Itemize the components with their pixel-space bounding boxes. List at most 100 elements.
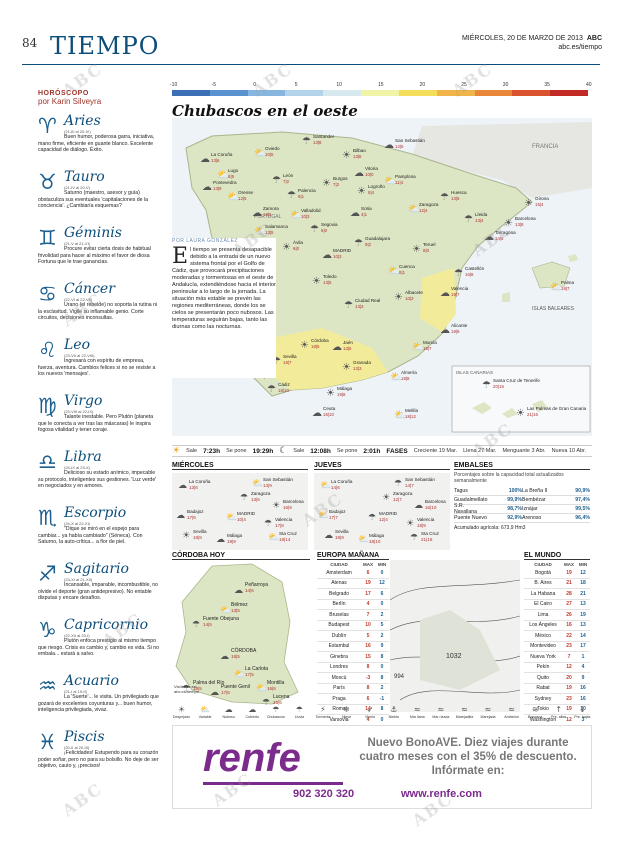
legend-icon: ≈ (437, 705, 445, 714)
sign-text: Talante inestable. Pero Plutón (planeta … (38, 414, 154, 434)
max-temp: 19 (566, 569, 572, 576)
sign-text: Saturno (maestro, asesor y guía) obstacu… (38, 190, 148, 210)
city-temps: 19|7 (451, 292, 460, 297)
legend-item: ≈ Ambición (502, 705, 521, 723)
city-temps: 10|0 (365, 172, 374, 177)
max-temp: 20 (566, 674, 572, 681)
min-temp: 0 (380, 601, 384, 608)
zodiac-icon: ♍ (38, 394, 57, 418)
legend-item: ➶ Viento (361, 705, 380, 723)
min-temp: -1 (379, 695, 385, 702)
min-temp: 12 (379, 580, 385, 587)
sign-text: "Dique se miró en el espejo para cambiar… (38, 526, 143, 546)
weather-icon: ☂ (287, 190, 296, 201)
reservoirs-table: Tagus 100% La Breña II 90,9% Guadalmellato 99… (454, 487, 590, 523)
weather-icon: ⛅ (318, 511, 330, 521)
sunset-time: 19:29h (252, 447, 274, 455)
weather-icon: ☂ (344, 300, 353, 311)
reservoir-percent: 98,7% (507, 506, 522, 512)
cordoba-province (175, 563, 299, 705)
phase-nueva: Nueva 10 Abr. (551, 448, 587, 454)
city-temps: 20|15 (493, 384, 504, 389)
city-temps: 10|5 (265, 152, 274, 157)
max-temp: 28 (566, 590, 572, 597)
city-row: Bogotá 19 12 (524, 568, 590, 579)
city-name: MADRID (237, 511, 256, 516)
weather-icon: ☂ (302, 136, 311, 147)
city-name: Alicante (451, 323, 468, 328)
scale-swatch (172, 90, 210, 96)
city-temps: 6|0 (293, 246, 300, 251)
weather-icon: ⛅ (358, 535, 370, 545)
legend-label: Pre. bajas (574, 715, 591, 719)
weather-icon: ☂ (394, 479, 403, 489)
city-name: Sta Cruz (421, 531, 439, 536)
weather-icon: ☀ (282, 242, 291, 253)
max-temp: 19 (566, 685, 572, 692)
legend-label: Marejada (480, 715, 496, 719)
city-name: Córdoba (311, 338, 329, 343)
city-row: Montevideo 23 17 (524, 642, 590, 652)
weather-icon: ☀ (524, 198, 533, 209)
sign-escorpio: ♏ Escorpio (24-X al 22-XI) "Dique se miró e… (38, 504, 160, 556)
city-name: Guadalajara (365, 236, 390, 241)
city-name: Los Ángeles (529, 622, 557, 629)
legend-label: Chubascos (266, 715, 285, 719)
weather-icon: ☂ (262, 698, 271, 708)
city-temps: 18|5 (193, 686, 202, 691)
city-temps: 13|5 (265, 230, 274, 235)
weather-icon: ☀ (342, 362, 351, 373)
city-row: Ginebra 15 8 (317, 652, 389, 663)
city-name: Melilla (405, 408, 418, 413)
weather-icon: ☁ (324, 531, 333, 541)
ad-website[interactable]: www.renfe.com (401, 788, 482, 800)
renfe-advertisement[interactable]: renfe Nuevo BonoAVE. Diez viajes durante… (172, 725, 592, 809)
weather-icon: ☀ (406, 519, 415, 529)
city-temps: 12|7 (393, 497, 402, 502)
min-temp: 10 (580, 706, 586, 713)
weather-url[interactable]: abc.es/tiempo (558, 44, 602, 51)
city-name: Zaragoza (251, 491, 271, 496)
city-temps: 18|10 (278, 388, 289, 393)
city-temps: 9|4 (368, 190, 375, 195)
intro-text: l tiempo se presenta desapacible debido … (172, 247, 276, 330)
city-name: Palencia (298, 188, 316, 193)
reservoir-name: Arenoso (522, 515, 542, 521)
city-name: Barcelona (425, 499, 446, 504)
weather-icon: ☁ (176, 511, 185, 521)
scale-swatch (247, 90, 286, 96)
weather-icon: ☁ (220, 652, 229, 662)
sign-name: Leo (64, 337, 91, 353)
ad-phone[interactable]: 902 320 320 (293, 788, 355, 800)
europe-table: EUROPA MAÑANA CIUDAD MAX MIN Amsterdam 6 0 At… (317, 552, 389, 726)
city-name: Valencia (417, 517, 435, 522)
sign-dates: (22-XII al 20-I) (64, 633, 90, 638)
sunrise-label: Sale (186, 448, 198, 454)
visit-note[interactable]: Visítenos en: abc.es/tiempo (174, 684, 199, 694)
sign-text: Delicioso su estado anímico, impecable s… (38, 470, 157, 490)
city-name: Bélmez (231, 602, 248, 608)
sign-dates: (22-VI al 22-VII) (64, 297, 93, 302)
city-temps: 18|5 (311, 344, 320, 349)
sign-name: Géminis (64, 225, 122, 241)
page-header: 84 TIEMPO MIÉRCOLES, 20 DE MARZO DE 2013… (22, 30, 602, 64)
city-name: Atenas (331, 580, 347, 587)
legend-item: ↑ Pre. altas (549, 705, 568, 723)
max-temp: 21 (566, 580, 572, 587)
city-temps: 10|4 (237, 517, 246, 522)
city-temps: 14|6 (331, 485, 340, 490)
city-name: Sydney (534, 695, 552, 702)
city-name: Budapest (328, 622, 350, 629)
city-name: Las Palmas de Gran Canaria (527, 406, 587, 411)
sign-dates: (23-XI al 21-XII) (64, 577, 93, 582)
city-temps: 13|6 (251, 497, 260, 502)
weather-icon: ☁ (202, 182, 212, 193)
city-name: Badajoz (329, 509, 346, 514)
city-name: Amsterdam (326, 569, 352, 576)
city-row: Belgrado 17 6 (317, 589, 389, 600)
city-row: Roma 14 8 (317, 705, 389, 715)
city-temps: 13|8 (515, 222, 524, 227)
min-temp: 13 (580, 601, 586, 608)
weather-icon: ☁ (384, 140, 394, 151)
city-temps: 6|0 (321, 228, 328, 233)
